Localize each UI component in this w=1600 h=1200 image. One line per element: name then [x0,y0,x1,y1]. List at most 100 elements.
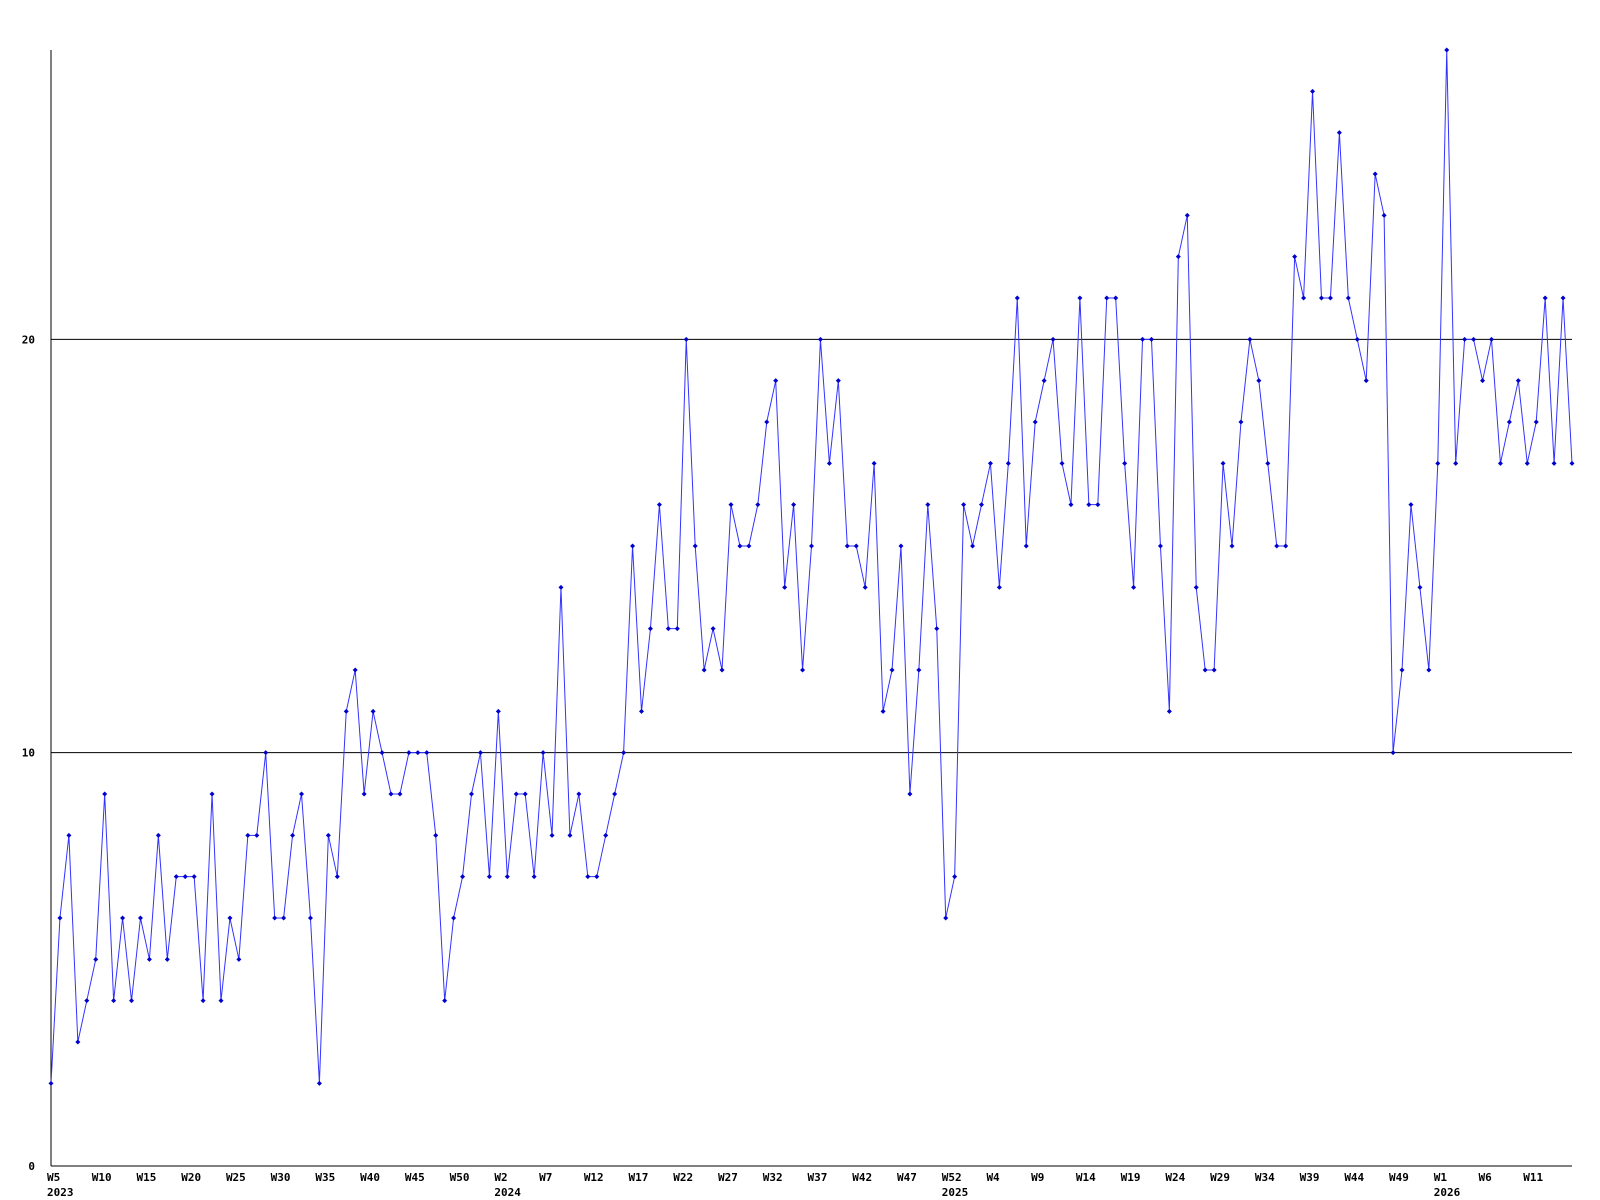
point-marker [1310,88,1316,94]
x-tick-label: W12 [584,1171,604,1184]
x-tick-label: W14 [1076,1171,1096,1184]
point-marker [639,708,645,714]
y-tick-label: 20 [22,333,35,346]
x-tick-label: W1 [1434,1171,1448,1184]
x-tick-label: W24 [1165,1171,1185,1184]
point-marker [809,543,814,549]
y-tick-label: 0 [28,1160,35,1173]
point-marker [1524,460,1530,466]
point-marker [656,502,662,508]
point-marker [701,667,707,673]
point-marker [1480,378,1486,384]
point-marker [102,791,108,797]
year-label: 2023 [47,1186,74,1199]
x-tick-label: W6 [1479,1171,1493,1184]
point-marker [996,584,1002,590]
point-marker [898,543,904,549]
point-marker [576,791,582,797]
point-marker [692,543,698,549]
x-tick-label: W22 [673,1171,693,1184]
point-marker [567,832,573,838]
point-marker [200,998,206,1004]
point-marker [48,1080,54,1086]
point-marker [272,915,278,921]
point-marker [1059,460,1065,466]
point-marker [397,791,403,797]
point-marker [1408,502,1414,508]
x-tick-label: W45 [405,1171,425,1184]
point-marker [424,750,430,756]
year-label: 2024 [494,1186,521,1199]
point-marker [1444,47,1450,53]
point-marker [889,667,895,673]
point-marker [361,791,367,797]
point-marker [1140,336,1146,342]
point-marker [1086,502,1092,508]
point-marker [916,667,922,673]
x-tick-label: W30 [271,1171,291,1184]
point-marker [800,667,806,673]
point-marker [728,502,734,508]
point-marker [1113,295,1119,301]
x-tick-label: W5 [47,1171,60,1184]
point-marker [647,626,653,632]
point-marker [1238,419,1244,425]
point-marker [182,874,188,880]
point-marker [1292,254,1298,260]
point-marker [513,791,519,797]
point-marker [1041,378,1047,384]
point-marker [1363,378,1369,384]
point-marker [1175,254,1181,260]
point-marker [1301,295,1307,301]
point-marker [835,378,841,384]
point-marker [594,874,600,880]
x-tick-label: W35 [315,1171,335,1184]
point-marker [1014,295,1020,301]
point-marker [961,502,967,508]
point-marker [1426,667,1432,673]
point-marker [1068,502,1074,508]
point-marker [987,460,993,466]
point-marker [1247,336,1253,342]
point-marker [93,956,99,962]
x-tick-label: W34 [1255,1171,1275,1184]
point-marker [1265,460,1271,466]
point-marker [1560,295,1566,301]
x-tick-label: W11 [1523,1171,1543,1184]
point-marker [1471,336,1477,342]
point-marker [1148,336,1154,342]
point-marker [316,1080,322,1086]
point-marker [880,708,886,714]
point-marker [1462,336,1468,342]
point-marker [773,378,779,384]
point-marker [755,502,761,508]
x-tick-label: W19 [1121,1171,1141,1184]
point-marker [1032,419,1038,425]
point-marker [1256,378,1262,384]
x-tick-label: W17 [629,1171,649,1184]
point-marker [1569,460,1575,466]
point-marker [764,419,770,425]
point-marker [1515,378,1521,384]
point-marker [218,998,224,1004]
point-marker [862,584,868,590]
year-label: 2026 [1434,1186,1461,1199]
point-marker [630,543,636,549]
point-marker [531,874,537,880]
x-tick-label: W7 [539,1171,552,1184]
point-marker [1453,460,1459,466]
point-marker [665,626,671,632]
point-marker [469,791,475,797]
x-tick-label: W20 [181,1171,201,1184]
point-marker [1435,460,1441,466]
point-marker [1202,667,1208,673]
point-marker [1229,543,1235,549]
point-marker [683,336,689,342]
point-marker [111,998,117,1004]
point-marker [925,502,931,508]
point-marker [137,915,143,921]
point-marker [1077,295,1083,301]
point-marker [853,543,859,549]
